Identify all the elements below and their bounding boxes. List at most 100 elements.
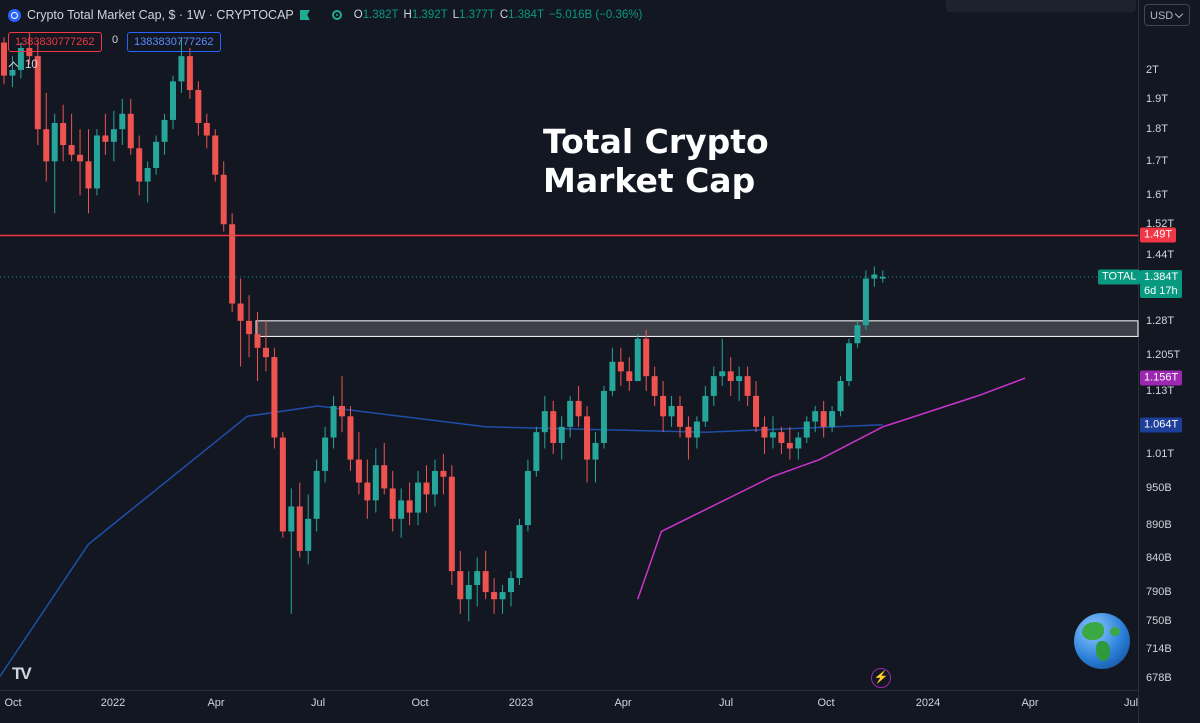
tradingview-logo[interactable]: TV [12, 664, 32, 683]
candle [60, 123, 67, 146]
indicators-toggle[interactable]: 10 [8, 59, 38, 72]
candle [820, 411, 827, 427]
candle [558, 426, 565, 443]
candle [372, 465, 379, 501]
price-tick-label: 1.9T [1146, 92, 1169, 105]
candle [474, 571, 481, 586]
candle [119, 113, 126, 130]
candle [26, 47, 33, 57]
price-tick-label: 1.7T [1146, 155, 1169, 168]
top-toolbar-strip[interactable] [946, 0, 1136, 12]
candle [736, 376, 743, 382]
price-tick-label: 790B [1146, 586, 1172, 599]
market-open-dot-icon[interactable] [331, 10, 342, 20]
candle [43, 129, 50, 162]
candle [575, 400, 582, 417]
candle [879, 276, 886, 279]
candle [237, 303, 244, 321]
candle [170, 81, 176, 120]
candle [229, 224, 236, 304]
candle [1, 42, 7, 76]
candle [161, 119, 168, 142]
candle [592, 442, 599, 460]
candle [364, 482, 371, 501]
candle [550, 411, 557, 443]
candle [51, 123, 58, 162]
currency-select[interactable]: USD [1144, 4, 1190, 26]
candle [34, 56, 41, 130]
candle [626, 371, 633, 382]
price-tick-label: 1.6T [1146, 189, 1169, 202]
candle [254, 334, 261, 348]
candle [600, 390, 607, 443]
candle [93, 135, 100, 189]
ohlc-open: O1.382T [353, 9, 399, 21]
candle [330, 406, 337, 438]
candle [322, 437, 329, 471]
resistance-price-tag: 1.49T [1140, 227, 1177, 243]
time-tick-label: Oct [817, 697, 835, 709]
candle [541, 411, 548, 433]
price-tick-label: 2T [1146, 64, 1159, 76]
chevron-up-icon [8, 61, 19, 72]
candle [279, 437, 286, 532]
candle [398, 500, 405, 519]
candle [508, 578, 514, 593]
price-tick-label: 840B [1146, 551, 1172, 564]
candle [271, 357, 278, 438]
price-tick-label: 1.28T [1146, 314, 1175, 327]
spread-value: 0 [112, 34, 119, 46]
candle [482, 571, 489, 593]
candle [347, 416, 354, 460]
candle [533, 432, 540, 471]
candle [127, 113, 134, 149]
price-tick-label: 750B [1146, 615, 1172, 628]
price-tick-label: 1.13T [1146, 384, 1175, 397]
time-tick-label: Apr [614, 697, 632, 709]
candle [829, 411, 836, 427]
candle [567, 400, 574, 427]
candle [516, 525, 523, 579]
price-tick-label: 1.01T [1146, 447, 1175, 460]
candle [17, 47, 24, 70]
symbol-title[interactable]: Crypto Total Market Cap, $ · 1W · CRYPTO… [27, 8, 294, 22]
sell-price-button[interactable]: 1383830777262 [8, 32, 102, 52]
candle [719, 371, 726, 377]
plot-area [0, 0, 1138, 690]
price-tick-label: 1.44T [1146, 248, 1175, 261]
bar-countdown: 6d 17h [1144, 285, 1178, 297]
candle [693, 421, 700, 438]
candle [339, 406, 345, 417]
candle [837, 381, 844, 412]
market-status-flag-icon [299, 10, 310, 20]
candle [68, 145, 75, 155]
candle [288, 506, 295, 532]
blue-moving-average [0, 405, 883, 677]
candle [778, 432, 785, 443]
symbol-logo-icon [8, 8, 21, 22]
candle [389, 488, 396, 519]
candle [846, 343, 852, 382]
ohlc-change: −5.016B (−0.36%) [548, 9, 643, 21]
candle [77, 154, 84, 162]
candle [854, 325, 861, 344]
time-tick-label: Oct [4, 697, 22, 709]
price-tick-label: 1.205T [1146, 348, 1181, 361]
candle [499, 592, 506, 600]
globe-icon [1074, 613, 1130, 669]
buy-price-button[interactable]: 1383830777262 [127, 32, 221, 52]
chart-annotation[interactable]: Total Crypto Market Cap [543, 122, 769, 200]
candle [685, 426, 692, 438]
annotation-line-1: Total Crypto [543, 122, 769, 161]
lightning-icon[interactable]: ⚡ [871, 668, 891, 688]
candle [203, 123, 210, 136]
candle [786, 442, 793, 449]
candle [246, 320, 253, 335]
support-zone [255, 320, 1139, 337]
candle [305, 518, 312, 551]
price-tick-label: 714B [1146, 642, 1172, 655]
candle [186, 56, 193, 91]
candle [702, 395, 709, 422]
time-tick-label: 2022 [100, 697, 126, 709]
